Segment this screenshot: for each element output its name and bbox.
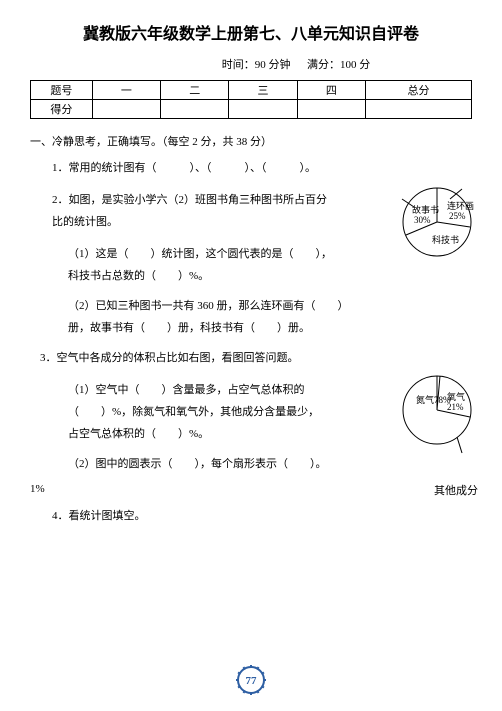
pie1-story-label: 故事书 (412, 204, 439, 215)
pie1-comic-label: 连环画 (447, 200, 474, 211)
page-number-text: 77 (246, 675, 258, 687)
pie2-oxygen-pct: 21% (447, 402, 464, 412)
question-1: 1．常用的统计图有（ ）、（ ）、（ ）。 (52, 157, 472, 179)
fullscore-label: 满分：100 分 (307, 59, 370, 71)
q2-line2: 比的统计图。 (52, 216, 118, 228)
question-2-sub2: （2）已知三种图书一共有 360 册，那么连环画有（ ） 册，故事书有（ ）册，… (68, 295, 472, 339)
score-table: 题号 一 二 三 四 总分 得分 (30, 80, 472, 119)
pie-chart-air: 氮气78% 氧气 21% (392, 365, 482, 460)
table-cell (161, 100, 229, 119)
q2s2-line2: 册，故事书有（ ）册，科技书有（ ）册。 (68, 322, 310, 334)
table-cell (297, 100, 365, 119)
q2s2-line1: （2）已知三种图书一共有 360 册，那么连环画有（ ） (68, 300, 349, 312)
pie-chart-books: 故事书 30% 连环画 25% 科技书 (392, 177, 482, 267)
table-cell (366, 100, 472, 119)
table-cell: 总分 (366, 81, 472, 100)
q3s1-line2: （ ）%，除氮气和氧气外，其他成分含量最少， (68, 406, 319, 418)
page-number-badge: 77 (235, 664, 267, 696)
q2s1-line1: （1）这是（ ）统计图，这个圆代表的是（ ）， (68, 248, 332, 260)
pie2-lead1 (457, 437, 462, 453)
other-components-label: 其他成分 (434, 482, 478, 498)
question-4: 4．看统计图填空。 (52, 505, 472, 527)
pie1-story-pct: 30% (414, 215, 431, 225)
table-cell: 题号 (31, 81, 93, 100)
table-row: 得分 (31, 100, 472, 119)
table-cell: 一 (92, 81, 160, 100)
table-cell: 得分 (31, 100, 93, 119)
one-percent: 1% (30, 483, 472, 495)
pie2-nitrogen-label: 氮气78% (416, 394, 451, 405)
q3s1-line3: 占空气总体积的（ ）%。 (68, 428, 209, 440)
page-title: 冀教版六年级数学上册第七、八单元知识自评卷 (30, 20, 472, 44)
q3s1-line1: （1）空气中（ ）含量最多，占空气总体积的 (68, 384, 305, 396)
content-area: 1．常用的统计图有（ ）、（ ）、（ ）。 2．如图，是实验小学六（2）班图书角… (30, 157, 472, 475)
pie1-comic-pct: 25% (449, 211, 466, 221)
time-label: 时间：90 分钟 (222, 59, 291, 71)
pie1-tech-label: 科技书 (432, 234, 459, 245)
pie2-oxygen-label: 氧气 (447, 391, 465, 402)
timing-line: 时间：90 分钟 满分：100 分 (30, 56, 472, 72)
section-heading: 一、冷静思考，正确填写。（每空 2 分，共 38 分） (30, 133, 472, 149)
table-row: 题号 一 二 三 四 总分 (31, 81, 472, 100)
table-cell: 四 (297, 81, 365, 100)
table-cell: 二 (161, 81, 229, 100)
table-cell (92, 100, 160, 119)
q2s1-line2: 科技书占总数的（ ）%。 (68, 270, 209, 282)
q2-line1: 2．如图，是实验小学六（2）班图书角三种图书所占百分 (52, 194, 327, 206)
table-cell: 三 (229, 81, 297, 100)
table-cell (229, 100, 297, 119)
